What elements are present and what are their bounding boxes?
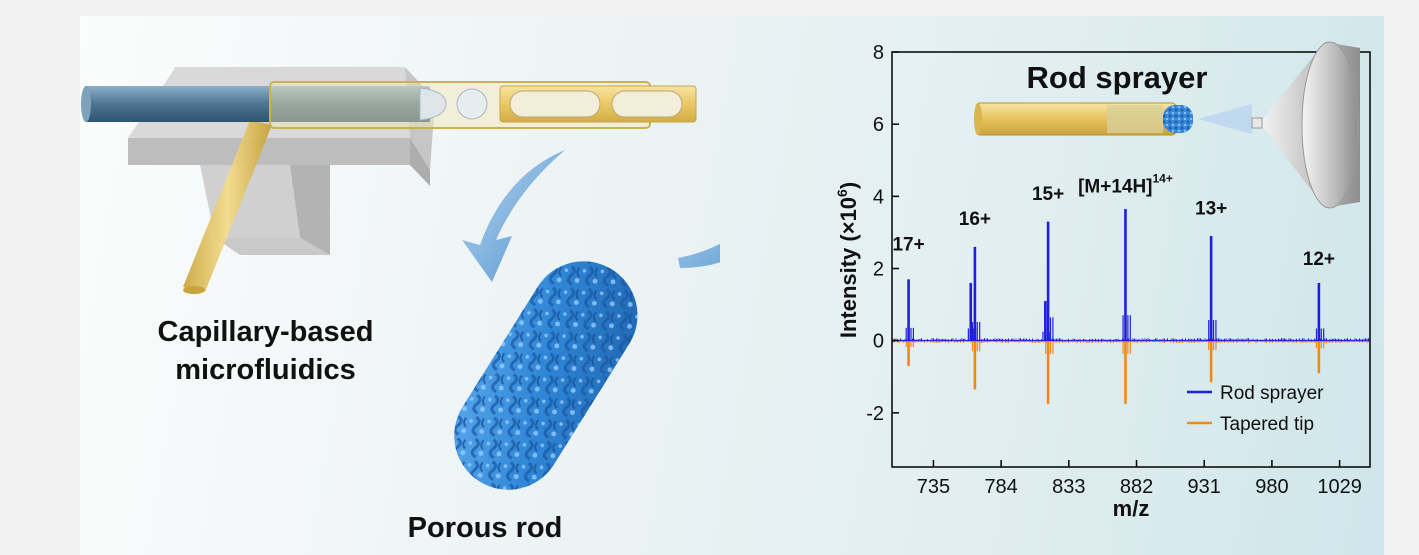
peak-charge-label: 12+ xyxy=(1303,249,1335,270)
legend-label-tapered-tip: Tapered tip xyxy=(1220,414,1314,435)
capillary-label-line1: Capillary-based xyxy=(157,316,374,348)
x-tick-label: 833 xyxy=(1052,476,1085,498)
x-tick-label: 882 xyxy=(1120,476,1153,498)
x-axis-label: m/z xyxy=(1113,496,1150,521)
arrow-to-spectrum xyxy=(678,243,720,268)
y-tick-label: 6 xyxy=(873,114,884,136)
capillary-label-line2: microfluidics xyxy=(175,354,356,386)
droplet-forming xyxy=(419,87,447,121)
spectrum-traces xyxy=(892,208,1370,404)
legend-label-rod-sprayer: Rod sprayer xyxy=(1220,383,1324,404)
plug-2 xyxy=(611,90,683,118)
x-tick-label: 735 xyxy=(917,476,950,498)
peak-charge-label: 15+ xyxy=(1032,184,1064,205)
plot-frame xyxy=(891,51,1371,468)
peak-charge-label: 16+ xyxy=(959,209,991,230)
y-tick-label: 0 xyxy=(873,331,884,353)
side-capillary xyxy=(183,120,272,292)
capillary-label: Capillary-based microfluidics xyxy=(128,313,403,389)
peak-charge-label: 13+ xyxy=(1195,198,1227,219)
capillary-device-illustration xyxy=(81,67,720,490)
peak-charge-label: 17+ xyxy=(892,234,924,255)
inner-capillary xyxy=(85,86,430,122)
mass-spectrum-chart: -2 0 2 4 6 8 735 784 833 882 931 980 1029 17+ 16+ 15+… xyxy=(834,41,1371,521)
legend: Rod sprayer Tapered tip xyxy=(1187,383,1324,435)
y-tick-label: -2 xyxy=(866,403,884,425)
x-axis-ticks: 735 784 833 882 931 980 1029 xyxy=(917,460,1362,498)
rod-sprayer-title: Rod sprayer xyxy=(1027,60,1208,95)
rod-sprayer-inset xyxy=(974,41,1360,209)
porous-rod-illustration xyxy=(454,261,638,490)
porous-rod-label: Porous rod xyxy=(407,512,563,544)
y-axis-label: Intensity (×106) xyxy=(834,182,861,338)
droplet xyxy=(456,88,488,120)
x-tick-label: 980 xyxy=(1255,476,1288,498)
y-tick-label: 2 xyxy=(873,259,884,281)
y-tick-label: 8 xyxy=(873,42,884,64)
y-axis-ticks: -2 0 2 4 6 8 xyxy=(866,42,899,425)
peak-annotations: 17+ 16+ 15+ [M+14H]14+ 13+ 12+ xyxy=(892,172,1335,270)
y-tick-label: 4 xyxy=(873,186,884,208)
arrow-to-porous-rod xyxy=(462,150,565,282)
x-tick-label: 931 xyxy=(1188,476,1221,498)
plug-1 xyxy=(509,90,601,118)
inner-capillary-end xyxy=(81,86,91,122)
x-tick-label: 1029 xyxy=(1317,476,1362,498)
peak-charge-label: [M+14H]14+ xyxy=(1078,172,1173,198)
x-tick-label: 784 xyxy=(984,476,1017,498)
side-capillary-end xyxy=(183,286,205,294)
